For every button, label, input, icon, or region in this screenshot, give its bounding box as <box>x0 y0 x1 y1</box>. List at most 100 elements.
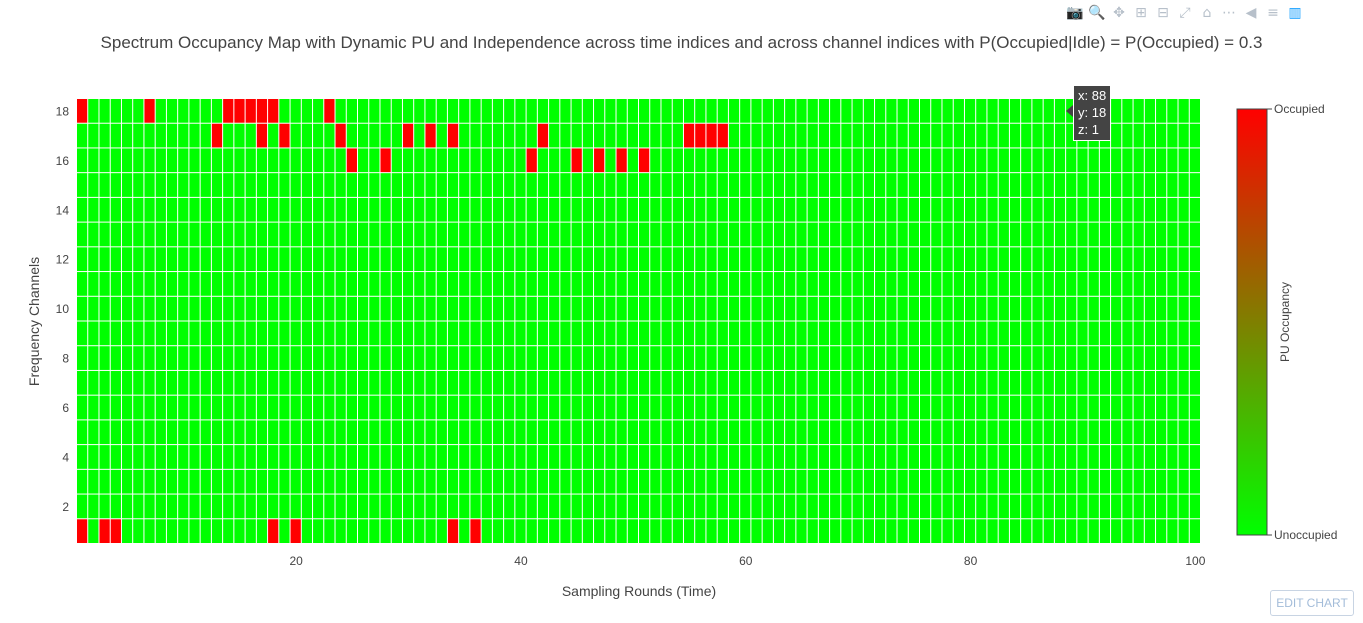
heatmap-cell[interactable] <box>1122 420 1133 445</box>
heatmap-cell[interactable] <box>942 346 953 370</box>
heatmap-cell[interactable] <box>290 494 301 519</box>
heatmap-cell[interactable] <box>976 123 987 148</box>
heatmap-cell[interactable] <box>447 445 459 469</box>
heatmap-cell[interactable] <box>549 469 560 494</box>
heatmap-cell[interactable] <box>358 99 369 123</box>
heatmap-cell[interactable] <box>796 395 807 420</box>
heatmap-cell[interactable] <box>1111 469 1122 494</box>
heatmap-cell[interactable] <box>875 99 886 123</box>
heatmap-cell[interactable] <box>245 469 256 494</box>
heatmap-cell[interactable] <box>121 99 133 123</box>
heatmap-cell[interactable] <box>627 494 638 519</box>
heatmap-cell[interactable] <box>504 173 515 197</box>
heatmap-cell[interactable] <box>998 395 1009 420</box>
heatmap-cell[interactable] <box>706 346 717 370</box>
heatmap-cell[interactable] <box>1021 123 1032 148</box>
heatmap-cell[interactable] <box>751 445 762 469</box>
heatmap-cell[interactable] <box>436 222 447 247</box>
heatmap-cell[interactable] <box>369 420 380 445</box>
heatmap-cell[interactable] <box>987 445 998 469</box>
heatmap-cell[interactable] <box>335 321 346 346</box>
zoom-in-icon[interactable]: ⊞ <box>1135 5 1147 21</box>
heatmap-cell[interactable] <box>301 420 313 445</box>
heatmap-cell[interactable] <box>818 395 830 420</box>
heatmap-cell[interactable] <box>998 370 1009 395</box>
heatmap-cell[interactable] <box>976 99 987 123</box>
heatmap-cell[interactable] <box>650 197 661 222</box>
heatmap-cell[interactable] <box>931 321 942 346</box>
heatmap-cell[interactable] <box>234 222 245 247</box>
heatmap-cell[interactable] <box>807 272 818 296</box>
heatmap-cell[interactable] <box>515 173 526 197</box>
heatmap-cell[interactable] <box>728 469 740 494</box>
heatmap-cell[interactable] <box>807 420 818 445</box>
heatmap-cell[interactable] <box>953 173 964 197</box>
heatmap-cell[interactable] <box>1077 272 1088 296</box>
heatmap-cell[interactable] <box>425 346 436 370</box>
heatmap-cell[interactable] <box>841 420 852 445</box>
heatmap-cell[interactable] <box>998 296 1009 321</box>
heatmap-cell[interactable] <box>1032 148 1043 173</box>
heatmap-cell[interactable] <box>594 494 605 519</box>
heatmap-cell[interactable] <box>1122 173 1133 197</box>
heatmap-cell[interactable] <box>639 148 650 173</box>
heatmap-cell[interactable] <box>549 197 560 222</box>
heatmap-cell[interactable] <box>560 395 571 420</box>
heatmap-cell[interactable] <box>672 148 683 173</box>
heatmap-cell[interactable] <box>211 247 223 272</box>
heatmap-cell[interactable] <box>380 494 391 519</box>
heatmap-cell[interactable] <box>818 272 830 296</box>
heatmap-cell[interactable] <box>740 321 751 346</box>
heatmap-cell[interactable] <box>841 296 852 321</box>
heatmap-cell[interactable] <box>1021 494 1032 519</box>
heatmap-cell[interactable] <box>133 247 144 272</box>
heatmap-cell[interactable] <box>571 494 582 519</box>
heatmap-cell[interactable] <box>504 148 515 173</box>
heatmap-cell[interactable] <box>953 148 964 173</box>
heatmap-cell[interactable] <box>346 395 357 420</box>
heatmap-cell[interactable] <box>964 519 976 543</box>
heatmap-cell[interactable] <box>358 123 369 148</box>
heatmap-cell[interactable] <box>796 370 807 395</box>
heatmap-cell[interactable] <box>178 346 189 370</box>
heatmap-cell[interactable] <box>762 148 773 173</box>
heatmap-cell[interactable] <box>672 247 683 272</box>
heatmap-cell[interactable] <box>234 321 245 346</box>
heatmap-cell[interactable] <box>425 197 436 222</box>
heatmap-cell[interactable] <box>582 494 594 519</box>
heatmap-cell[interactable] <box>313 445 324 469</box>
heatmap-cell[interactable] <box>740 519 751 543</box>
heatmap-cell[interactable] <box>234 123 245 148</box>
heatmap-cell[interactable] <box>796 519 807 543</box>
heatmap-cell[interactable] <box>1122 494 1133 519</box>
heatmap-cell[interactable] <box>1088 296 1099 321</box>
heatmap-cell[interactable] <box>852 346 863 370</box>
heatmap-cell[interactable] <box>155 346 166 370</box>
heatmap-cell[interactable] <box>908 370 919 395</box>
heatmap-cell[interactable] <box>773 469 785 494</box>
heatmap-cell[interactable] <box>762 370 773 395</box>
heatmap-cell[interactable] <box>549 445 560 469</box>
heatmap-cell[interactable] <box>436 173 447 197</box>
heatmap-cell[interactable] <box>515 445 526 469</box>
heatmap-cell[interactable] <box>1077 247 1088 272</box>
heatmap-cell[interactable] <box>841 321 852 346</box>
heatmap-cell[interactable] <box>627 99 638 123</box>
heatmap-cell[interactable] <box>1122 247 1133 272</box>
heatmap-cell[interactable] <box>571 197 582 222</box>
heatmap-cell[interactable] <box>346 445 357 469</box>
heatmap-cell[interactable] <box>189 272 200 296</box>
heatmap-cell[interactable] <box>481 469 492 494</box>
heatmap-cell[interactable] <box>211 370 223 395</box>
heatmap-cell[interactable] <box>88 321 99 346</box>
heatmap-cell[interactable] <box>1099 420 1111 445</box>
heatmap-cell[interactable] <box>133 197 144 222</box>
heatmap-cell[interactable] <box>1133 222 1144 247</box>
heatmap-cell[interactable] <box>110 148 121 173</box>
edit-chart-button[interactable]: EDIT CHART <box>1270 590 1354 616</box>
heatmap-cell[interactable] <box>728 395 740 420</box>
heatmap-cell[interactable] <box>223 370 234 395</box>
heatmap-cell[interactable] <box>301 272 313 296</box>
heatmap-cell[interactable] <box>414 247 425 272</box>
heatmap-cell[interactable] <box>447 370 459 395</box>
